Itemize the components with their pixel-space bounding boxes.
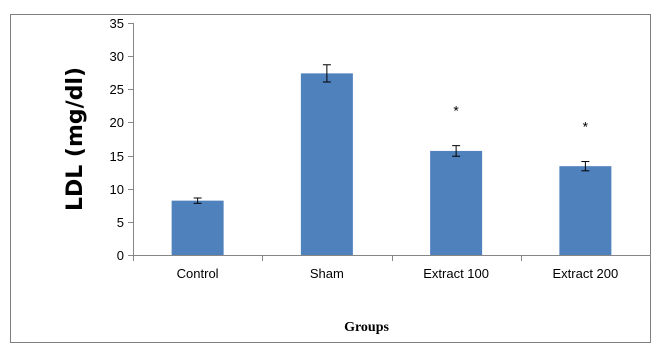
- significance-marker: *: [583, 119, 589, 135]
- y-tick-label: 35: [110, 16, 124, 31]
- bar-sham: [300, 73, 353, 256]
- y-tick-label: 20: [110, 115, 124, 130]
- bar-extract-100: [430, 150, 483, 255]
- x-tick-label: Extract 100: [423, 266, 489, 281]
- significance-marker: *: [453, 103, 459, 119]
- y-axis: 0 5 10 15 20 25 30 35: [110, 16, 134, 263]
- x-axis: Control Sham Extract 100 Extract 200: [133, 255, 651, 281]
- y-tick-label: 10: [110, 182, 124, 197]
- y-tick-label: 5: [117, 215, 124, 230]
- y-tick-label: 15: [110, 149, 124, 164]
- bar-control: [171, 200, 224, 255]
- bar-extract-200: [559, 166, 612, 255]
- y-tick-label: 0: [117, 248, 124, 263]
- x-tick-label: Extract 200: [552, 266, 618, 281]
- x-tick-label: Control: [177, 266, 219, 281]
- x-axis-title: Groups: [344, 320, 389, 335]
- x-tick-label: Sham: [310, 266, 344, 281]
- bars-group: **: [171, 64, 612, 256]
- y-tick-label: 30: [110, 49, 124, 64]
- y-tick-label: 25: [110, 82, 124, 97]
- y-axis-title: LDL (mg/dl): [63, 67, 88, 211]
